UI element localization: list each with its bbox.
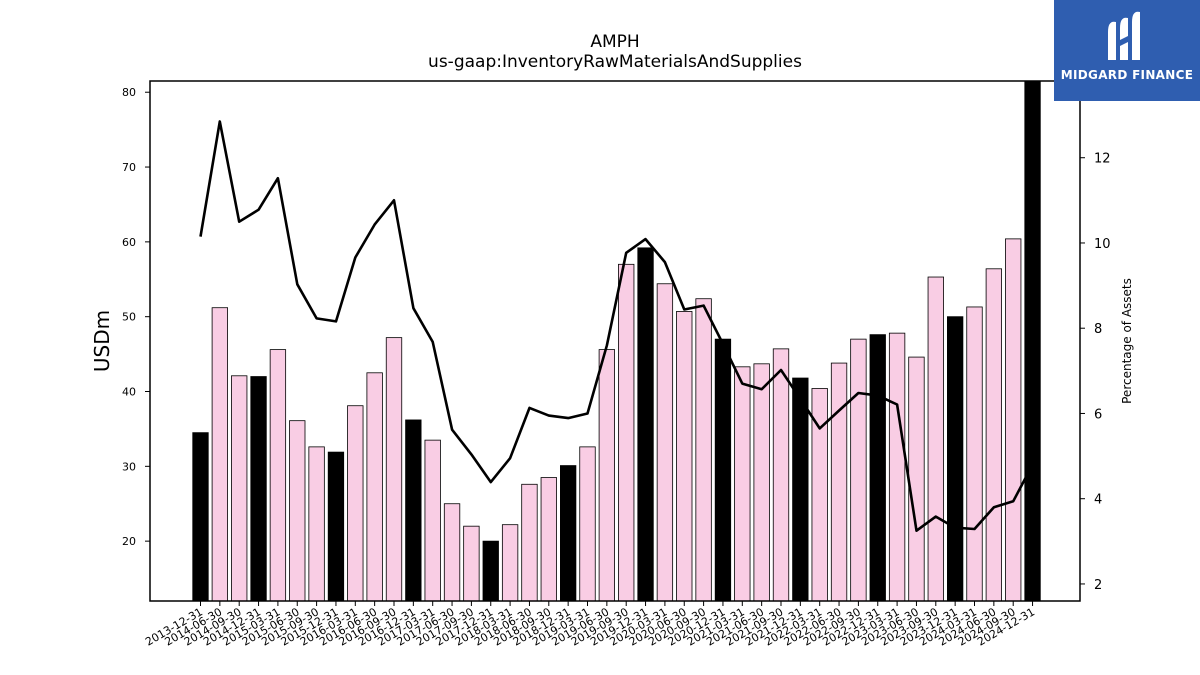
chart-subtitle: us-gaap:InventoryRawMaterialsAndSupplies [428,52,802,72]
bar-2014-12-31 [250,376,267,602]
bar-2024-09-30 [1005,238,1022,602]
bar-2015-03-31 [269,349,287,602]
y-tick-label: 50 [122,311,136,324]
y-tick-label: 30 [122,460,136,473]
bar-2022-12-31 [869,334,886,602]
percentage-line [199,120,1034,533]
bar-2015-09-30 [308,446,325,602]
bar-2022-09-30 [850,338,867,602]
bar-2019-12-31 [637,247,654,602]
bar-2017-06-30 [443,503,461,602]
y-axis-label: USDm [90,310,114,372]
y2-tick-label: 8 [1094,322,1102,337]
bar-2024-03-31 [966,306,983,602]
bar-2017-09-30 [463,525,480,602]
bar-2018-06-30 [521,483,538,602]
y2-tick-label: 12 [1094,152,1111,167]
y2-tick-label: 2 [1094,578,1102,593]
bar-2023-03-31 [888,332,906,602]
plot-frame [149,80,1081,602]
bar-2017-03-31 [424,439,441,602]
bar-2021-06-30 [753,363,770,602]
bar-2021-03-31 [734,366,751,602]
logo-text: MIDGARD FINANCE [1060,68,1194,82]
y-tick-label: 60 [122,236,136,249]
y2-tick-label: 10 [1094,237,1111,252]
bar-2015-12-31 [327,451,345,602]
y-tick-label: 70 [122,161,136,174]
bar-2023-06-30 [908,356,925,602]
bar-2019-06-30 [598,349,615,602]
bar-2021-12-31 [792,377,809,602]
bar-2018-12-31 [560,465,577,602]
bar-2022-06-30 [830,362,848,602]
bar-2018-09-30 [540,477,557,602]
bar-2016-09-30 [385,337,403,602]
bar-2021-09-30 [772,348,790,602]
y-tick-label: 40 [122,386,136,399]
bar-2019-03-31 [579,446,596,602]
bar-2014-06-30 [211,307,229,602]
bar-2020-12-31 [714,338,732,602]
y-tick-label: 80 [122,86,136,99]
bar-2020-06-30 [676,311,693,602]
bar-2016-06-30 [366,372,383,602]
bar-2023-12-31 [947,316,964,602]
bar-2013-12-31 [192,432,209,602]
midgard-finance-logo: MIDGARD FINANCE [1054,0,1200,101]
bar-2016-03-31 [347,405,364,602]
bar-2020-09-30 [695,298,712,602]
y2-tick-label: 4 [1094,493,1102,508]
bar-2017-12-31 [482,540,499,602]
midgard-logo-icon [1108,11,1140,60]
bar-2024-06-30 [985,268,1002,602]
bar-2015-06-30 [289,420,306,602]
bar-2014-09-30 [231,375,248,602]
bar-2024-12-31 [1024,80,1041,602]
bar-2020-03-31 [656,283,674,602]
y-tick-label: 20 [122,535,136,548]
bar-2019-09-30 [618,263,635,602]
bar-2018-03-31 [501,524,519,602]
bar-2016-12-31 [405,419,422,602]
bar-2023-09-30 [927,276,944,602]
y2-tick-label: 6 [1094,407,1102,422]
y2-axis-label: Percentage of Assets [1120,278,1134,404]
chart-title: AMPH [590,32,640,52]
